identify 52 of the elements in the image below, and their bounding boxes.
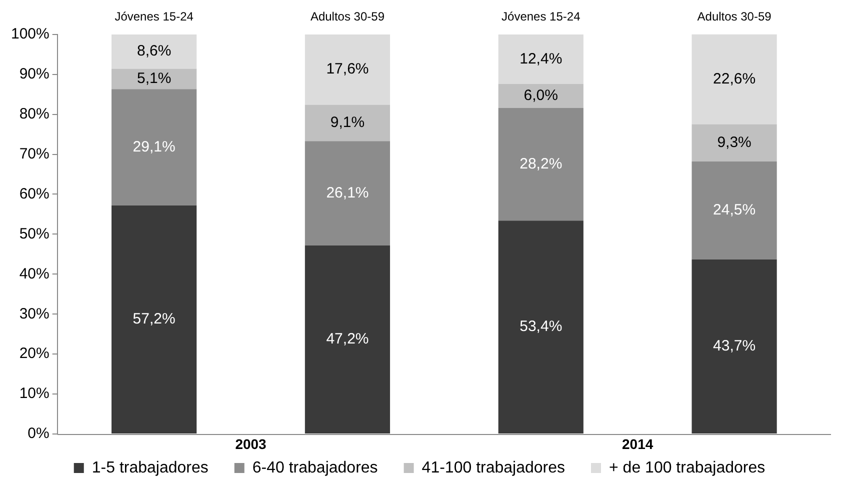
data-label: 57,2% (132, 310, 176, 328)
text: 2014 (622, 436, 654, 452)
legend-label: + de 100 trabajadores (609, 459, 766, 476)
bar (692, 34, 777, 124)
bar (304, 34, 390, 105)
bar (692, 124, 777, 162)
y-tick-label: 20% (19, 345, 50, 362)
bar (112, 34, 197, 69)
bar (304, 104, 390, 142)
bar (498, 34, 584, 84)
y-tick-label: 100% (10, 26, 50, 43)
x-tick-label: Jóvenes 15-24 (114, 10, 194, 24)
x-tick-label: Adultos 30-59 (697, 10, 772, 24)
y-tick-label: 0% (28, 425, 50, 442)
data-label: 43,7% (713, 338, 756, 355)
y-tick-label: 70% (19, 145, 50, 162)
data-label: 6,0% (524, 87, 558, 104)
y-tick-label: 80% (19, 105, 50, 122)
data-label: 26,1% (326, 184, 369, 202)
data-label: 29,1% (132, 138, 176, 156)
y-tick-label: 60% (19, 185, 50, 202)
text: 2003 (235, 436, 267, 452)
data-label: 22,6% (713, 70, 756, 88)
y-tick-label: 10% (19, 385, 50, 402)
data-label: 8,6% (136, 42, 172, 60)
legend-label: 6-40 trabajadores (252, 459, 378, 476)
bar (692, 161, 777, 260)
data-label: 24,5% (713, 202, 756, 219)
bar (498, 108, 584, 221)
bar (304, 141, 390, 246)
bar (498, 84, 584, 108)
data-label: 9,3% (717, 134, 752, 152)
data-label: 28,2% (520, 155, 562, 172)
y-tick-label: 40% (19, 265, 50, 282)
data-label: 9,1% (330, 114, 365, 132)
y-tick-label: 50% (19, 225, 50, 242)
data-label: 17,6% (326, 60, 369, 78)
bar (304, 245, 390, 434)
data-label: 12,4% (520, 50, 562, 68)
y-tick-label: 30% (19, 305, 50, 322)
y-tick-label: 90% (19, 66, 50, 82)
data-label: 47,2% (326, 330, 369, 348)
bar (112, 89, 197, 206)
legend-label: 41-100 trabajadores (422, 459, 566, 476)
legend-label: 1-5 trabajadores (92, 459, 208, 476)
x-tick-label: Adultos 30-59 (310, 10, 385, 24)
bar (112, 205, 197, 434)
data-label: 53,4% (520, 318, 562, 336)
x-tick-label: Jóvenes 15-24 (502, 10, 581, 24)
data-label: 5,1% (136, 70, 172, 88)
bar (692, 259, 777, 434)
bar (498, 220, 584, 434)
